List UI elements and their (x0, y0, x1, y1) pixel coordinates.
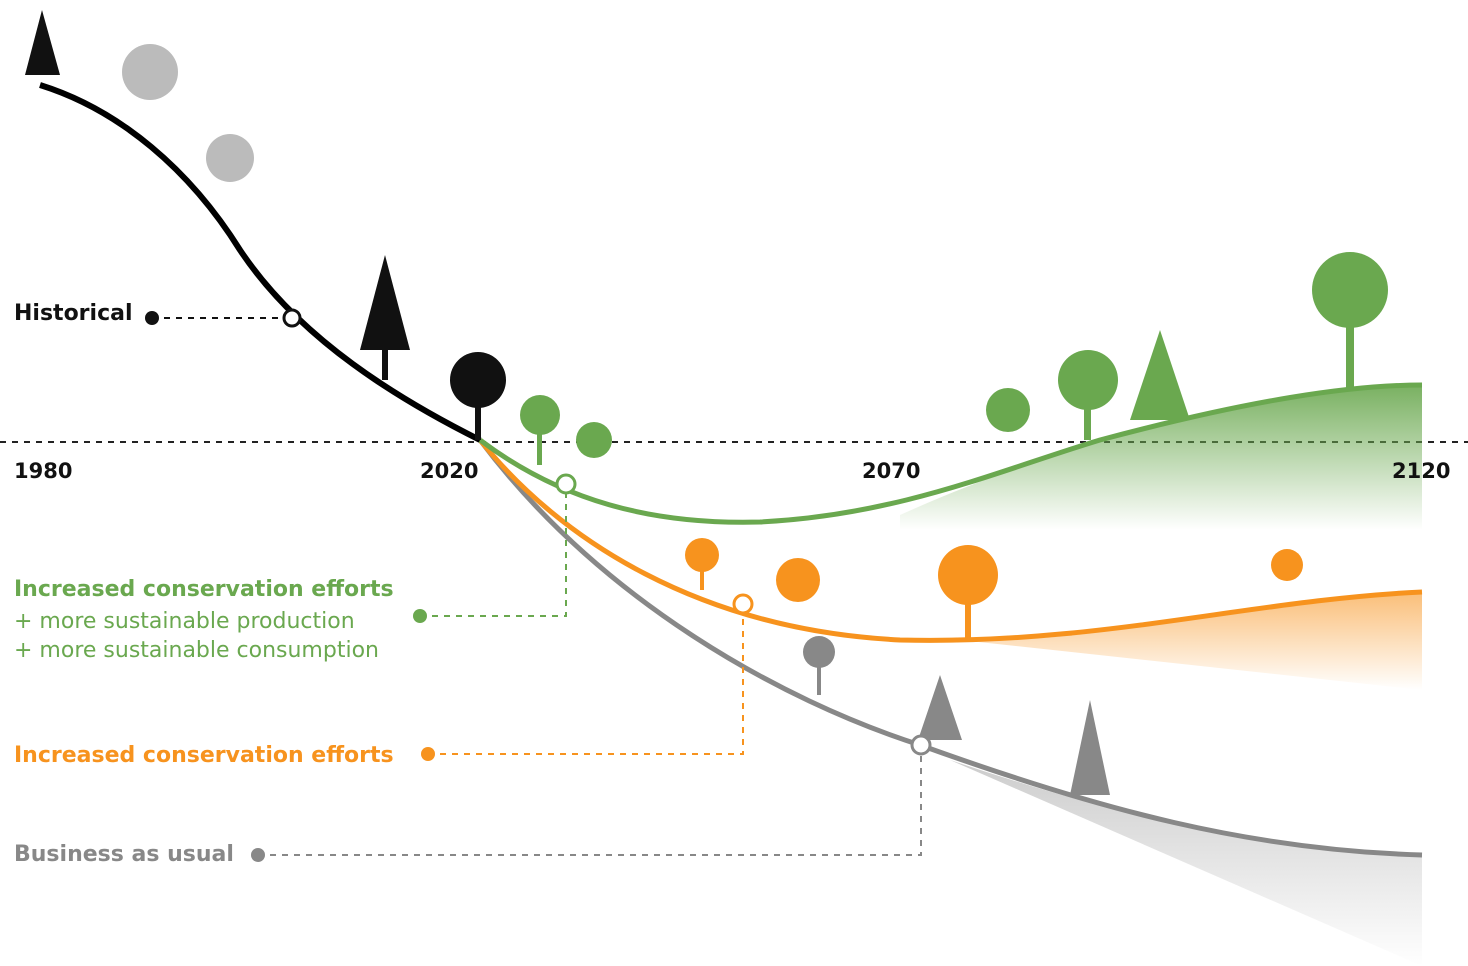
dot (251, 848, 265, 862)
scenario-label: Increased conservation efforts (14, 577, 394, 602)
scenario-label: Business as usual (14, 842, 234, 867)
trees (25, 10, 1388, 795)
dot (413, 609, 427, 623)
scenario-label: Increased conservation efforts (14, 743, 394, 768)
year-label: 2120 (1392, 459, 1450, 483)
marker (912, 736, 930, 754)
scenario-line: + more sustainable production (14, 609, 355, 634)
year-label: 2020 (420, 459, 478, 483)
scenario-label: Historical (14, 301, 133, 326)
marker (734, 595, 752, 613)
marker (557, 475, 575, 493)
gray-area (950, 760, 1422, 966)
marker (284, 310, 300, 326)
infographic: 1980 2020 2070 2120 Historical Increased… (0, 0, 1468, 966)
scenario-line: + more sustainable consumption (14, 638, 379, 663)
year-label: 2070 (862, 459, 920, 483)
dot (421, 747, 435, 761)
year-label: 1980 (14, 459, 72, 483)
orange-area (960, 592, 1422, 690)
dot (145, 311, 159, 325)
historical-curve (40, 85, 480, 440)
